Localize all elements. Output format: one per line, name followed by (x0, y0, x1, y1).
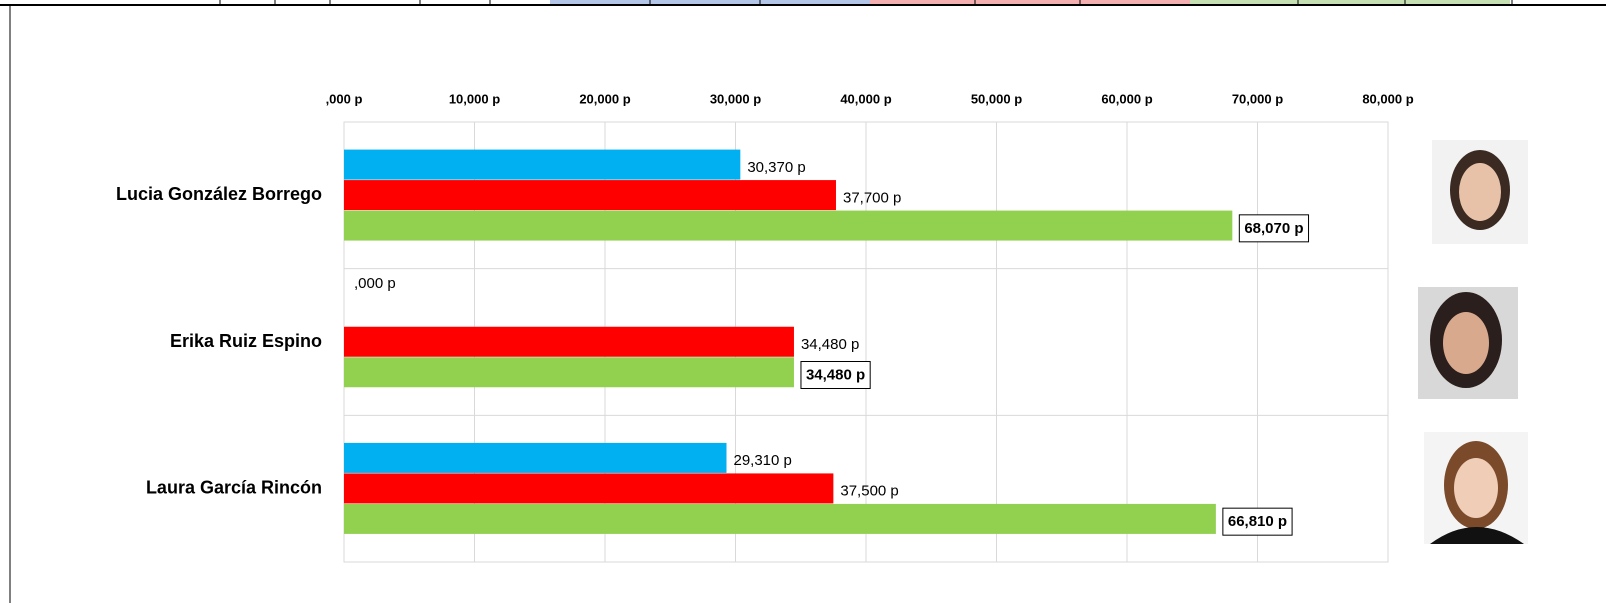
data-label: 66,810 p (1228, 513, 1287, 530)
data-label-box (1222, 507, 1293, 536)
data-label: 37,700 p (843, 189, 901, 206)
x-tick-label: 80,000 p (1362, 91, 1413, 106)
data-label: 34,480 p (806, 366, 865, 383)
bar (344, 180, 836, 211)
data-label: ,000 p (354, 275, 396, 292)
bar (344, 326, 794, 357)
data-label: 30,370 p (747, 159, 805, 176)
data-label-box (800, 361, 871, 389)
bar (344, 442, 727, 473)
bar (344, 210, 1233, 241)
x-tick-label: 60,000 p (1101, 91, 1152, 106)
y-tick-label: Erika Ruiz Espino (170, 331, 322, 351)
data-label: 34,480 p (801, 336, 859, 353)
bar (344, 357, 794, 388)
y-tick-label: Lucia González Borrego (116, 184, 322, 204)
x-tick-label: ,000 p (326, 91, 363, 106)
x-tick-label: 10,000 p (449, 91, 500, 106)
data-label: 29,310 p (733, 452, 791, 469)
bar (344, 473, 834, 504)
bar (344, 149, 741, 180)
data-label-box (1238, 214, 1310, 243)
x-tick-label: 40,000 p (840, 91, 891, 106)
x-tick-label: 50,000 p (971, 91, 1022, 106)
x-tick-label: 30,000 p (710, 91, 761, 106)
bar (344, 503, 1216, 534)
x-tick-label: 20,000 p (579, 91, 630, 106)
y-tick-label: Laura García Rincón (146, 477, 322, 497)
x-tick-label: 70,000 p (1232, 91, 1283, 106)
photos (1418, 140, 1528, 544)
data-label: 37,500 p (840, 483, 898, 500)
data-label: 68,070 p (1244, 220, 1303, 237)
